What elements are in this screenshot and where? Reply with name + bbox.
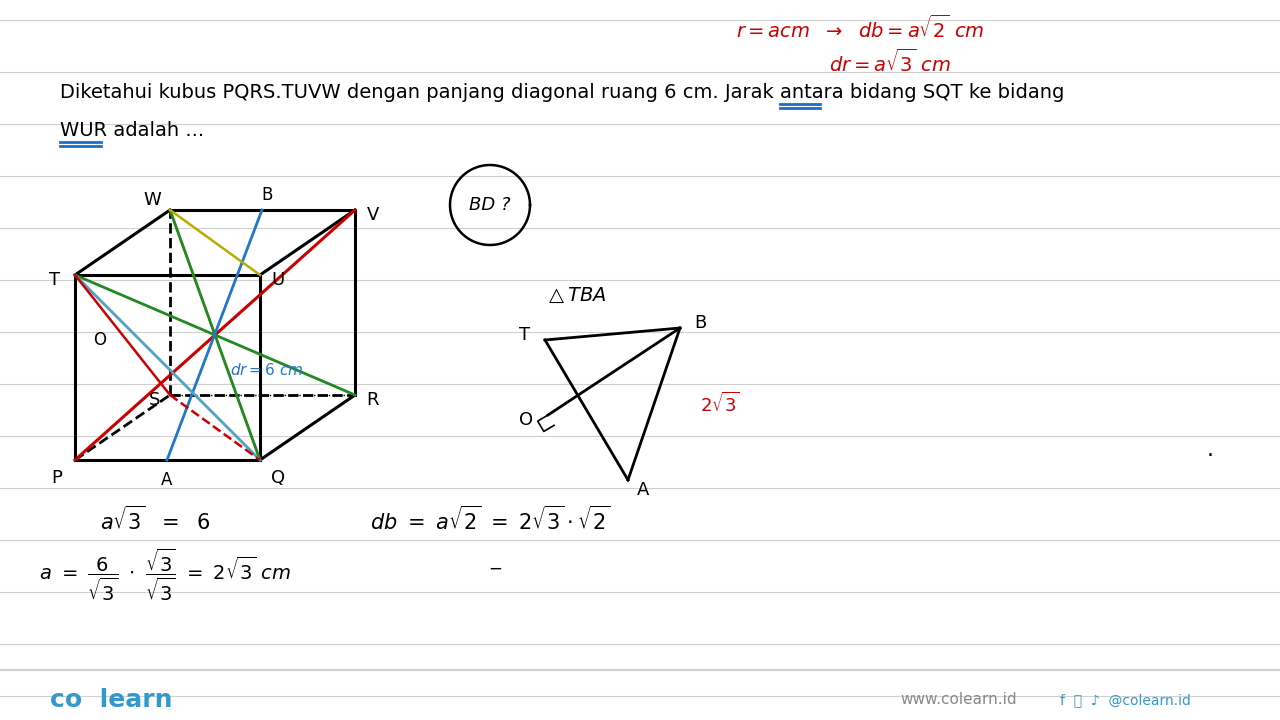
Text: A: A <box>161 471 173 489</box>
Text: O: O <box>93 331 106 349</box>
Text: .: . <box>1207 440 1213 460</box>
Text: f  ⬜  ♪  @colearn.id: f ⬜ ♪ @colearn.id <box>1060 693 1190 707</box>
Text: $a\sqrt{3}\ \ =\ \ 6$: $a\sqrt{3}\ \ =\ \ 6$ <box>100 506 210 534</box>
Text: co  learn: co learn <box>50 688 173 712</box>
Text: $r=acm$  $\rightarrow$  $db = a\sqrt{2}\ cm$: $r=acm$ $\rightarrow$ $db = a\sqrt{2}\ c… <box>736 14 984 42</box>
Text: A: A <box>637 481 649 499</box>
Text: $2\sqrt{3}$: $2\sqrt{3}$ <box>700 392 740 416</box>
Text: U: U <box>271 271 284 289</box>
Text: B: B <box>261 186 273 204</box>
Text: $db\ =\ a\sqrt{2}\ =\ 2\sqrt{3}\cdot\sqrt{2}$: $db\ =\ a\sqrt{2}\ =\ 2\sqrt{3}\cdot\sqr… <box>370 506 611 534</box>
Text: www.colearn.id: www.colearn.id <box>900 693 1016 708</box>
Text: R: R <box>367 391 379 409</box>
Text: V: V <box>367 206 379 224</box>
Text: O: O <box>518 411 532 429</box>
Text: W: W <box>143 191 161 209</box>
Text: $\triangle TBA$: $\triangle TBA$ <box>545 285 607 305</box>
Text: S: S <box>150 391 161 409</box>
Text: BD ?: BD ? <box>470 196 511 214</box>
Text: T: T <box>50 271 60 289</box>
Text: Diketahui kubus PQRS.TUVW dengan panjang diagonal ruang 6 cm. Jarak antara bidan: Diketahui kubus PQRS.TUVW dengan panjang… <box>60 83 1065 102</box>
Text: WUR adalah ...: WUR adalah ... <box>60 120 204 140</box>
Text: $a\ =\ \dfrac{6}{\sqrt{3}}\ \cdot\ \dfrac{\sqrt{3}}{\sqrt{3}}\ =\ 2\sqrt{3}\ cm$: $a\ =\ \dfrac{6}{\sqrt{3}}\ \cdot\ \dfra… <box>40 546 291 603</box>
Text: P: P <box>51 469 63 487</box>
Text: $dr= 6\ cm$: $dr= 6\ cm$ <box>230 362 303 378</box>
Text: B: B <box>694 314 707 332</box>
Text: $dr = a\sqrt{3}\ cm$: $dr = a\sqrt{3}\ cm$ <box>829 48 951 76</box>
Text: T: T <box>520 326 531 344</box>
Text: $-$: $-$ <box>488 559 502 577</box>
Text: Q: Q <box>271 469 285 487</box>
